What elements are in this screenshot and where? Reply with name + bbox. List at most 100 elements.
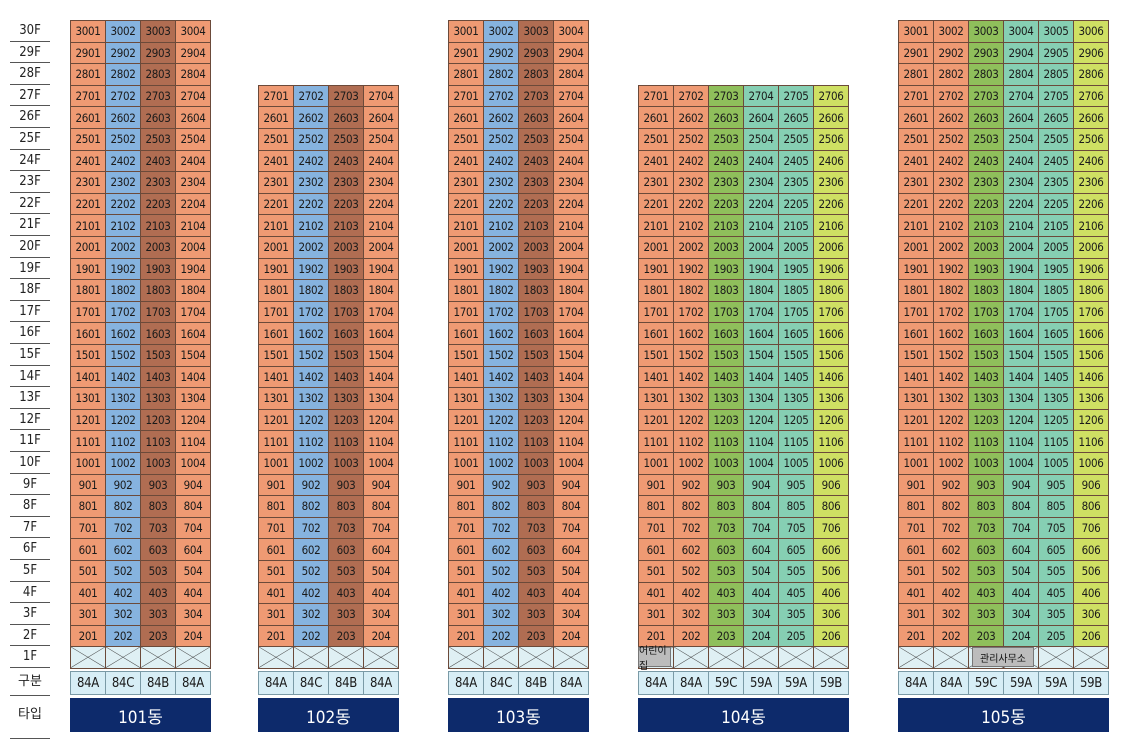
- unit-cell: 1503: [328, 344, 364, 367]
- unit-cell: 2703: [518, 84, 554, 108]
- unit-cell: 201: [898, 624, 934, 648]
- unit-cell: 2402: [673, 149, 709, 173]
- unit-cell: 904: [175, 473, 211, 497]
- unit-cell: 2104: [553, 214, 589, 237]
- floor-label: 1F: [22, 649, 38, 665]
- unit-cell: 1404: [553, 365, 589, 389]
- pilotis-cell: [778, 646, 814, 669]
- unit-cell: 1701: [638, 300, 674, 324]
- unit-cell: 1004: [175, 452, 211, 475]
- building-name: 104동: [638, 698, 849, 732]
- unit-cell: 1603: [968, 322, 1004, 345]
- unit-cell: 503: [140, 560, 176, 583]
- unit-type-cell: 84A: [898, 671, 934, 695]
- unit-cell: 1502: [483, 344, 519, 367]
- unit-cell: 1501: [70, 344, 106, 367]
- unit-cell: 903: [140, 473, 176, 497]
- unit-type-cell: 84A: [175, 671, 211, 695]
- unit-cell: 2602: [933, 106, 969, 129]
- unit-cell: 2203: [968, 192, 1004, 216]
- unit-cell: 306: [1073, 603, 1109, 626]
- floor-divider: [10, 623, 50, 625]
- unit-cell: 802: [105, 495, 141, 518]
- pilotis-cell: [898, 646, 934, 669]
- unit-type-cell: 84A: [553, 671, 589, 695]
- unit-cell: 3002: [933, 20, 969, 43]
- unit-cell: 1602: [673, 322, 709, 345]
- unit-cell: 1101: [258, 430, 294, 453]
- unit-cell: 2601: [448, 106, 484, 129]
- unit-cell: 2704: [175, 84, 211, 108]
- unit-cell: 1501: [898, 344, 934, 367]
- unit-cell: 1803: [518, 279, 554, 302]
- unit-cell: 2306: [1073, 171, 1109, 194]
- floor-label: 28F: [19, 66, 41, 82]
- floor-divider: [10, 256, 50, 258]
- unit-cell: 1002: [105, 452, 141, 475]
- unit-cell: 2005: [1038, 236, 1074, 259]
- unit-cell: 2602: [673, 106, 709, 129]
- floor-label: 12F: [19, 411, 41, 427]
- unit-cell: 1905: [1038, 257, 1074, 281]
- unit-cell: 904: [553, 473, 589, 497]
- unit-cell: 2904: [175, 41, 211, 65]
- unit-type-cell: 59A: [1038, 671, 1074, 695]
- unit-cell: 1402: [293, 365, 329, 389]
- unit-cell: 2601: [898, 106, 934, 129]
- unit-cell: 2102: [673, 214, 709, 237]
- unit-cell: 1303: [518, 387, 554, 410]
- unit-cell: 1301: [448, 387, 484, 410]
- unit-cell: 204: [553, 624, 589, 648]
- unit-cell: 2901: [70, 41, 106, 65]
- unit-cell: 1202: [293, 408, 329, 432]
- pilotis-cell: [293, 646, 329, 669]
- unit-cell: 805: [778, 495, 814, 518]
- unit-cell: 901: [898, 473, 934, 497]
- floor-label: 27F: [19, 87, 41, 103]
- unit-type-cell: 84A: [70, 671, 106, 695]
- unit-cell: 603: [328, 538, 364, 561]
- unit-cell: 2401: [898, 149, 934, 173]
- unit-cell: 2301: [70, 171, 106, 194]
- unit-cell: 801: [638, 495, 674, 518]
- unit-cell: 2303: [708, 171, 744, 194]
- unit-cell: 1304: [363, 387, 399, 410]
- floor-label: 25F: [19, 131, 41, 146]
- unit-cell: 301: [448, 603, 484, 626]
- unit-cell: 603: [708, 538, 744, 561]
- pilotis-cell: [673, 646, 709, 669]
- unit-cell: 2403: [140, 149, 176, 173]
- unit-cell: 305: [778, 603, 814, 626]
- unit-cell: 1401: [258, 365, 294, 389]
- unit-cell: 2202: [105, 192, 141, 216]
- unit-cell: 501: [70, 560, 106, 583]
- unit-cell: 1001: [448, 452, 484, 475]
- unit-cell: 2603: [328, 106, 364, 129]
- unit-cell: 2903: [518, 41, 554, 65]
- unit-cell: 2601: [638, 106, 674, 129]
- unit-cell: 2006: [1073, 236, 1109, 259]
- unit-cell: 2603: [968, 106, 1004, 129]
- unit-cell: 2604: [363, 106, 399, 129]
- unit-cell: 502: [293, 560, 329, 583]
- unit-cell: 503: [328, 560, 364, 583]
- unit-cell: 804: [553, 495, 589, 518]
- unit-cell: 1303: [968, 387, 1004, 410]
- floor-divider: [10, 105, 50, 107]
- unit-cell: 302: [483, 603, 519, 626]
- unit-cell: 1104: [1003, 430, 1039, 453]
- unit-cell: 1801: [898, 279, 934, 302]
- unit-type-cell: 59A: [743, 671, 779, 695]
- unit-cell: 905: [778, 473, 814, 497]
- unit-cell: 3003: [968, 20, 1004, 43]
- unit-cell: 1201: [638, 408, 674, 432]
- unit-cell: 1106: [813, 430, 849, 453]
- unit-cell: 1904: [743, 257, 779, 281]
- unit-cell: 2205: [778, 192, 814, 216]
- unit-cell: 1401: [898, 365, 934, 389]
- unit-cell: 2202: [483, 192, 519, 216]
- unit-cell: 1002: [673, 452, 709, 475]
- unit-cell: 3002: [483, 20, 519, 43]
- pilotis-cell: [70, 646, 106, 669]
- unit-cell: 702: [293, 516, 329, 540]
